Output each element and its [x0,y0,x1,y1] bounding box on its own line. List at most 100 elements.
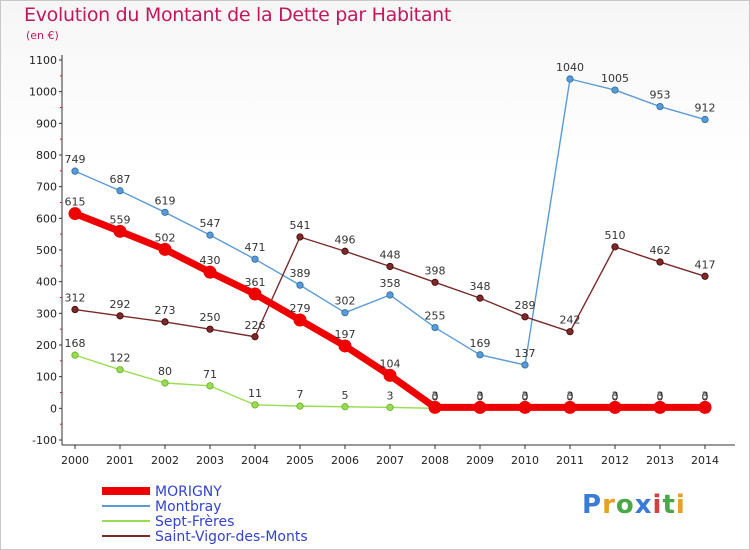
data-point [653,400,667,414]
data-point [386,291,394,299]
data-point [611,243,619,251]
data-label: 3 [657,389,664,402]
data-point [476,294,484,302]
data-point [566,75,574,83]
data-point [158,242,172,256]
x-tick-label: 2010 [511,454,539,467]
data-label: 619 [155,194,176,207]
y-tick-label: 0 [50,402,57,415]
data-point [656,102,664,111]
chart-unit: (en €) [26,29,59,42]
data-point [563,400,577,414]
data-point [341,247,349,255]
data-label: 417 [695,258,716,271]
data-point [431,278,439,286]
data-label: 398 [425,264,446,277]
y-tick-label: 1100 [29,54,57,67]
data-label: 104 [380,357,401,370]
data-label: 11 [248,387,262,400]
data-label: 168 [65,337,86,350]
data-point [248,287,262,301]
data-point [71,305,79,314]
data-label: 0 [567,390,574,403]
data-point [521,361,529,369]
x-tick-label: 2004 [241,454,269,467]
data-point [566,328,574,336]
data-label: 687 [110,173,131,186]
y-tick-label: 900 [36,117,57,130]
data-label: 510 [605,229,626,242]
data-point [608,400,622,414]
data-point [473,400,487,414]
legend-entry: Sept-Frères [155,514,234,530]
data-label: 615 [65,196,86,209]
data-label: 3 [387,389,394,402]
data-label: 273 [155,304,176,317]
data-label: 122 [110,352,131,365]
legend-entry: Montbray [155,499,222,515]
data-point [206,325,214,333]
data-label: 5 [342,389,349,402]
data-label: 496 [335,233,356,246]
data-point [251,401,259,409]
y-tick-label: 400 [36,276,57,289]
data-point [161,379,169,387]
x-tick-label: 2006 [331,454,359,467]
x-tick-label: 2009 [466,454,494,467]
data-point [341,309,349,317]
data-label: 80 [158,365,172,378]
data-point [161,318,169,326]
data-point [116,187,124,195]
proxiti-logo: Proxiti [582,490,686,520]
x-tick-label: 2002 [151,454,179,467]
data-label: 547 [200,217,221,230]
x-tick-label: 2008 [421,454,449,467]
data-label: 242 [560,314,581,327]
data-label: 348 [470,280,491,293]
data-point [431,323,439,332]
data-label: 953 [650,89,671,102]
data-label: 0 [522,390,529,403]
y-tick-label: 200 [36,339,57,352]
data-label: 3 [702,389,709,402]
data-point [161,208,169,216]
data-label: 312 [65,292,86,305]
x-tick-label: 2003 [196,454,224,467]
data-point [611,86,619,94]
data-point [296,402,304,410]
data-label: 169 [470,337,491,350]
y-tick-label: 600 [36,212,57,225]
data-point [206,231,214,239]
y-tick-label: 800 [36,149,57,162]
data-label: 292 [110,298,131,311]
data-label: 0 [702,390,709,403]
data-label: 559 [110,213,131,226]
data-point [701,115,709,124]
data-point [251,333,259,341]
x-tick-label: 2007 [376,454,404,467]
chart-title: Evolution du Montant de la Dette par Hab… [24,4,452,26]
data-label: 0 [432,390,439,403]
data-label: 471 [245,241,266,254]
data-point [293,313,307,327]
data-label: 749 [65,153,86,166]
y-tick-label: 700 [36,181,57,194]
y-tick-label: 500 [36,244,57,257]
data-point [521,313,529,321]
data-label: 302 [335,295,356,308]
data-point [113,224,127,238]
y-tick-label: 300 [36,307,57,320]
data-point [71,167,79,175]
data-point [386,262,394,271]
data-label: 448 [380,248,401,261]
data-label: 0 [612,390,619,403]
data-point [383,368,397,382]
data-point [701,272,709,280]
x-tick-label: 2012 [601,454,629,467]
data-label: 430 [200,254,221,267]
data-label: 358 [380,277,401,290]
data-label: 71 [203,368,217,381]
data-label: 1005 [601,72,629,85]
legend-entry: Saint-Vigor-des-Monts [155,529,308,545]
